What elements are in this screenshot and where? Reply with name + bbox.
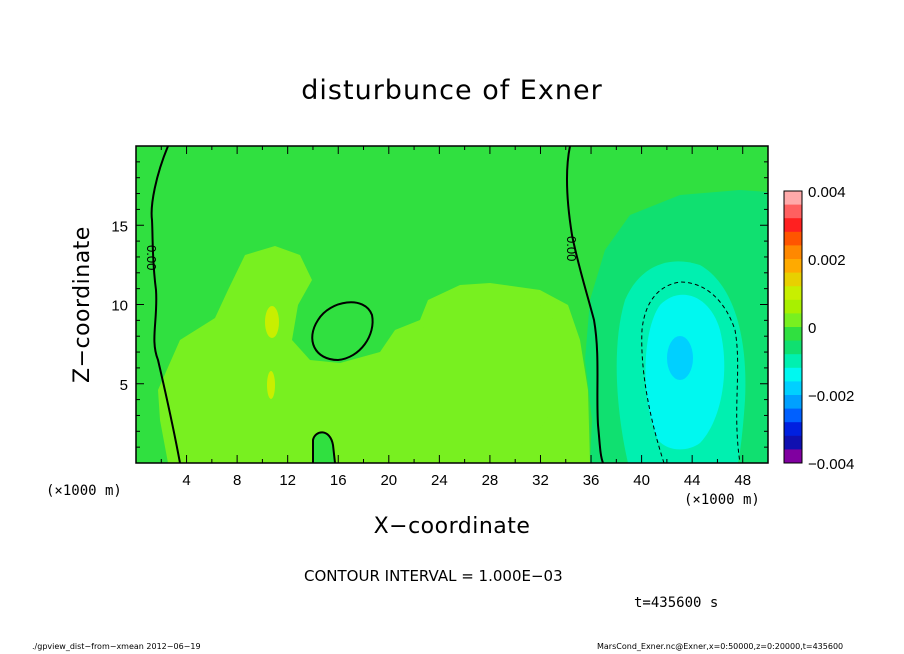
y-tick-label: 15 — [111, 218, 128, 235]
region-weak-positive-central — [420, 291, 564, 455]
colorbar-swatch — [784, 299, 802, 314]
colorbar-swatch — [784, 354, 802, 369]
colorbar-tick-label: 0.002 — [808, 252, 846, 269]
colorbar-swatch — [784, 286, 802, 301]
footer-source-label: MarsCond_Exner.nc@Exner,x=0:50000,z=0:20… — [597, 642, 844, 651]
colorbar-swatch — [784, 395, 802, 410]
colorbar-swatch — [784, 408, 802, 423]
colorbar-swatch — [784, 327, 802, 342]
zero-contour-loop — [311, 301, 374, 362]
x-axis: 4 8 12 16 20 24 28 32 36 40 44 48 — [160, 146, 751, 489]
zero-contour-east — [565, 146, 604, 463]
x-tick-label: 48 — [734, 472, 751, 489]
region-positive-patch — [265, 306, 279, 338]
colorbar-tick-label: −0.002 — [808, 388, 854, 405]
y-axis: 5 10 15 — [111, 161, 768, 448]
x-tick-label: 8 — [233, 472, 241, 489]
time-label: t=435600 s — [634, 595, 719, 611]
colorbar-swatch — [784, 313, 802, 328]
colorbar-swatch — [784, 259, 802, 274]
contour-label: 0.00 — [564, 236, 579, 261]
colorbar-tick-label: 0 — [808, 320, 816, 337]
region-weak-positive-bump — [313, 432, 335, 463]
colorbar-swatch — [784, 422, 802, 437]
colorbar-swatch — [784, 204, 802, 219]
y-tick-label: 10 — [111, 298, 128, 315]
x-axis-label: X−coordinate — [373, 514, 531, 539]
colorbar-swatch — [784, 367, 802, 382]
x-tick-label: 12 — [279, 472, 296, 489]
x-tick-label: 28 — [482, 472, 499, 489]
footer-script-label: ./gpview_dist−from−xmean 2012−06−19 — [32, 642, 201, 651]
region-minimum-core — [667, 336, 693, 380]
x-tick-label: 20 — [380, 472, 397, 489]
zero-contour-west — [150, 146, 181, 463]
x-tick-label: 16 — [330, 472, 347, 489]
x-tick-label: 36 — [583, 472, 600, 489]
region-background-hole — [312, 302, 373, 360]
contour-interval-label: CONTOUR INTERVAL = 1.000E−03 — [304, 567, 563, 585]
colorbar-swatch — [784, 245, 802, 260]
x-tick-label: 32 — [532, 472, 549, 489]
zero-contour-bump — [312, 431, 336, 463]
x-axis-unit: (×1000 m) — [46, 483, 122, 499]
contour-label: 0.00 — [144, 245, 159, 270]
colorbar-tick-label: −0.004 — [808, 456, 854, 473]
x-tick-label: 4 — [182, 472, 190, 489]
colorbar-swatch — [784, 381, 802, 396]
colorbar-swatch — [784, 231, 802, 246]
colorbar-swatch — [784, 191, 802, 206]
plot-area: 0.00 0.00 — [136, 146, 768, 463]
negative-contour — [641, 281, 741, 463]
colorbar-swatch — [784, 218, 802, 233]
colorbar-swatch — [784, 272, 802, 287]
x-tick-label: 24 — [431, 472, 448, 489]
colorbar-frame — [783, 190, 803, 464]
colorbar: 0.004 0.002 0 −0.002 −0.004 — [783, 184, 854, 473]
x-tick-label: 44 — [684, 472, 701, 489]
x-tick-label: 40 — [633, 472, 650, 489]
colorbar-tick-label: 0.004 — [808, 184, 846, 201]
region-positive-patch — [267, 371, 275, 399]
colorbar-swatch — [784, 340, 802, 355]
colorbar-swatch — [784, 449, 802, 464]
chart-title: disturbunce of Exner — [301, 75, 603, 106]
y-axis-label: Z−coordinate — [70, 226, 95, 383]
colorbar-swatch — [784, 435, 802, 450]
x-axis-unit: (×1000 m) — [684, 492, 760, 508]
y-tick-label: 5 — [120, 377, 128, 394]
